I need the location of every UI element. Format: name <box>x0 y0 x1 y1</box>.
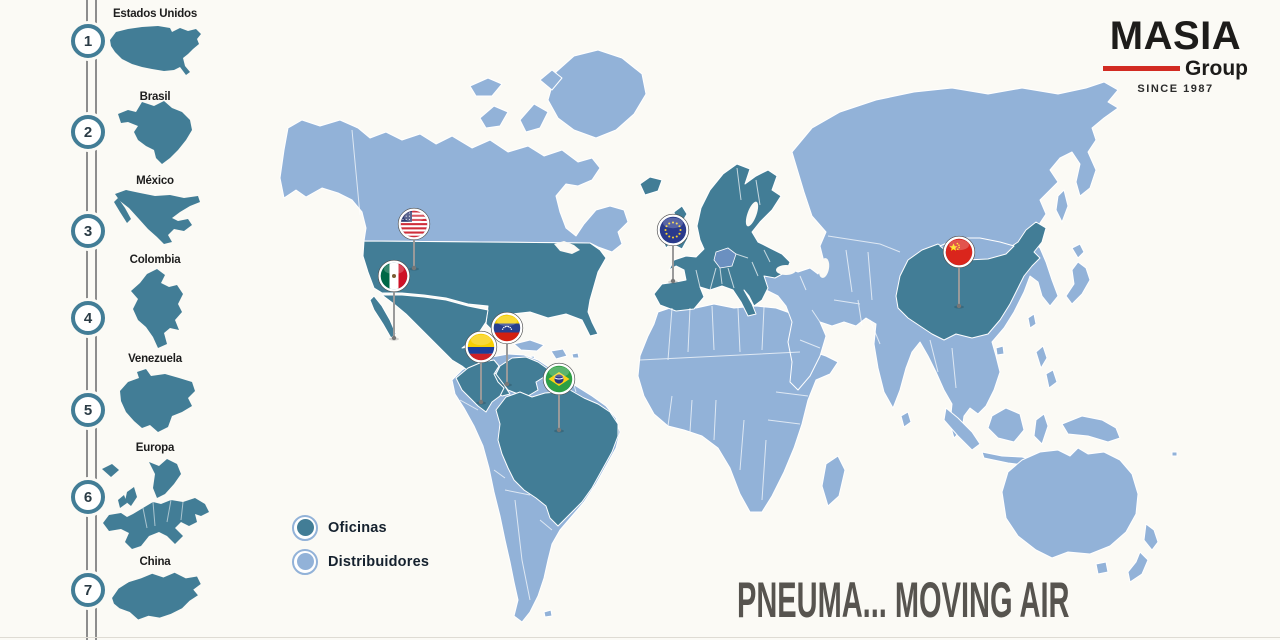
step-number-4: 4 <box>71 301 105 335</box>
step-number-7: 7 <box>71 573 105 607</box>
brazil-flag-icon <box>545 365 573 393</box>
region-germany <box>713 247 737 269</box>
logo-red-rule <box>1103 66 1180 71</box>
label-venezuela: Venezuela <box>128 353 182 365</box>
venezuela-flag-icon <box>493 314 521 342</box>
legend-label: Distribuidores <box>328 553 430 570</box>
legend-item-oficinas: Oficinas <box>292 514 429 541</box>
label-china: China <box>139 556 171 568</box>
pin-colombia <box>464 330 498 405</box>
pin-venezuela <box>490 311 524 387</box>
region-iceland <box>639 176 663 196</box>
seas <box>554 201 830 278</box>
step-number-2: 2 <box>71 115 105 149</box>
pin-europe <box>656 213 690 284</box>
silhouette-china <box>112 572 201 620</box>
colombia-flag-icon <box>467 333 495 361</box>
bottom-divider <box>0 637 1280 638</box>
region-canada-alaska <box>279 119 629 253</box>
region-greenland <box>547 49 647 139</box>
mexico-flag-icon <box>380 262 408 290</box>
label-estados-unidos: Estados Unidos <box>112 8 198 20</box>
usa-flag-icon <box>400 210 428 238</box>
silhouette-colombia <box>131 269 183 348</box>
step-number-6: 6 <box>71 480 105 514</box>
logo-since: SINCE 1987 <box>1137 83 1214 95</box>
pin-brazil <box>542 362 576 433</box>
country-borders <box>351 129 957 601</box>
label-brasil: Brasil <box>139 91 171 103</box>
tagline: PNEUMA... MOVING AIR <box>737 572 1070 628</box>
pin-mexico <box>377 259 411 341</box>
silhouette-mexico <box>114 190 200 244</box>
step-number-1: 1 <box>71 24 105 58</box>
step-number-3: 3 <box>71 214 105 248</box>
pin-china <box>942 235 976 309</box>
distributor-swatch-icon <box>292 548 318 575</box>
logo-title: MASIA <box>1109 14 1242 58</box>
masia-group-logo: MASIA Group SINCE 1987 <box>1103 16 1248 95</box>
legend-item-distribuidores: Distribuidores <box>292 548 429 575</box>
region-new-guinea <box>1061 415 1121 443</box>
label-colombia: Colombia <box>129 254 181 266</box>
label-europa: Europa <box>135 442 175 454</box>
step-number-5: 5 <box>71 393 105 427</box>
region-japan <box>1071 243 1085 259</box>
silhouette-venezuela <box>120 369 195 432</box>
region-venezuela <box>495 356 549 397</box>
region-caribbean <box>513 339 545 352</box>
region-indonesia <box>943 407 981 451</box>
silhouette-brasil <box>118 101 192 164</box>
region-new-zealand <box>1143 523 1159 551</box>
region-usa <box>362 240 607 337</box>
eu-flag-icon <box>659 216 687 244</box>
china-flag-icon <box>945 238 973 266</box>
pin-usa <box>397 207 431 271</box>
silhouette-europa <box>102 459 209 549</box>
region-philippines <box>1035 345 1048 369</box>
region-australia <box>1001 447 1139 559</box>
label-mexico: México <box>136 175 174 187</box>
legend-label: Oficinas <box>328 519 387 536</box>
region-africa <box>637 303 839 513</box>
office-swatch-icon <box>292 514 318 541</box>
logo-subtitle: Group <box>1185 57 1248 80</box>
legend: Oficinas Distribuidores <box>292 514 429 582</box>
region-madagascar <box>821 455 846 507</box>
silhouette-usa <box>110 26 201 75</box>
